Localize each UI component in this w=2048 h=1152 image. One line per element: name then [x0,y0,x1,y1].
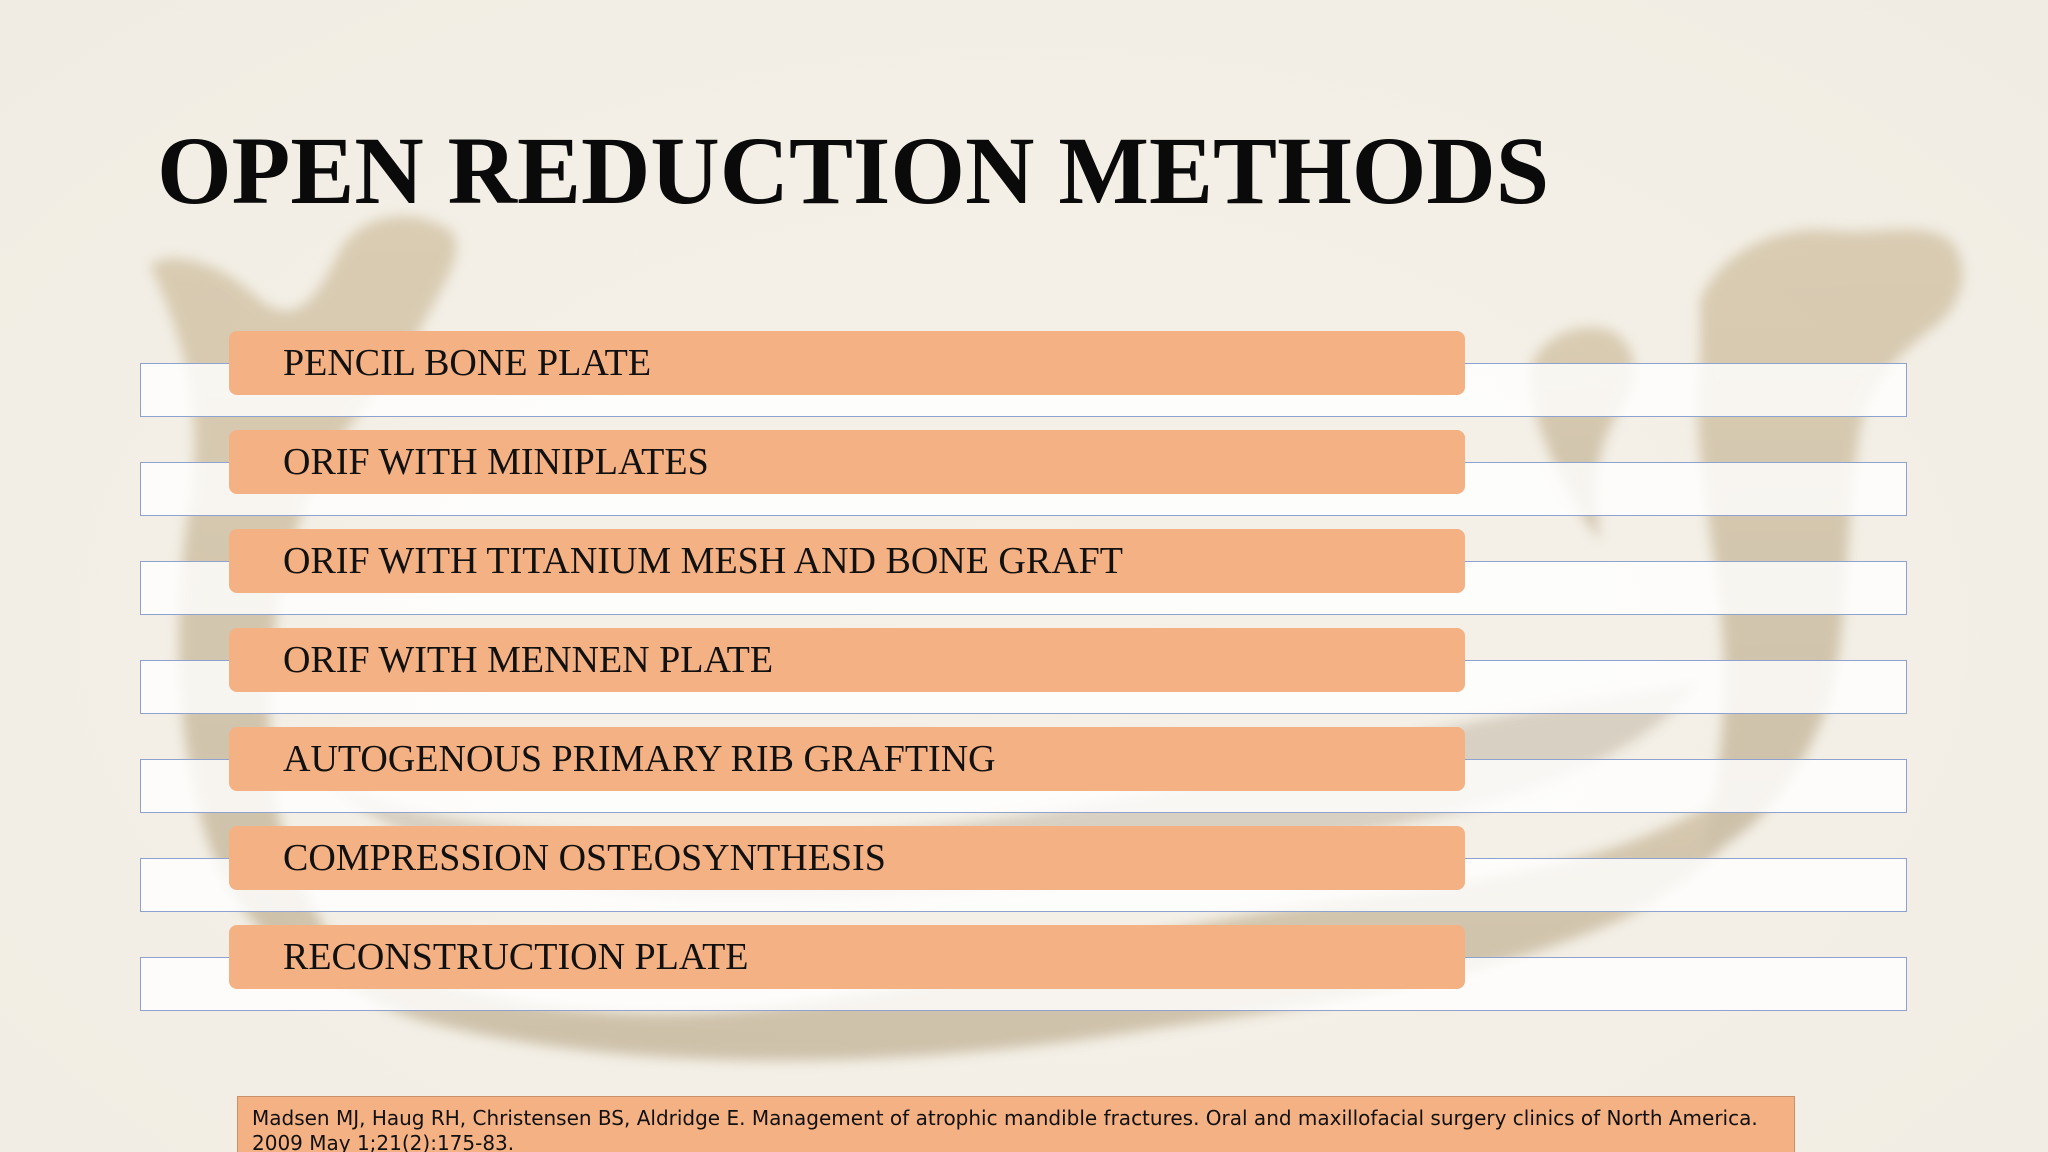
list-item: RECONSTRUCTION PLATE [0,925,2048,1025]
list-item-label: COMPRESSION OSTEOSYNTHESIS [229,826,1465,890]
list-item-label: ORIF WITH MINIPLATES [229,430,1465,494]
list-item-label: ORIF WITH MENNEN PLATE [229,628,1465,692]
page-title: OPEN REDUCTION METHODS [157,117,1550,224]
list-item-label: RECONSTRUCTION PLATE [229,925,1465,989]
list-item: ORIF WITH MENNEN PLATE [0,628,2048,728]
list-item-label: AUTOGENOUS PRIMARY RIB GRAFTING [229,727,1465,791]
list-item: COMPRESSION OSTEOSYNTHESIS [0,826,2048,926]
list-item-label: ORIF WITH TITANIUM MESH AND BONE GRAFT [229,529,1465,593]
citation-box: Madsen MJ, Haug RH, Christensen BS, Aldr… [237,1096,1795,1152]
list-item: ORIF WITH TITANIUM MESH AND BONE GRAFT [0,529,2048,629]
list-item: PENCIL BONE PLATE [0,331,2048,431]
list-item: AUTOGENOUS PRIMARY RIB GRAFTING [0,727,2048,827]
list-item-label: PENCIL BONE PLATE [229,331,1465,395]
list-item: ORIF WITH MINIPLATES [0,430,2048,530]
